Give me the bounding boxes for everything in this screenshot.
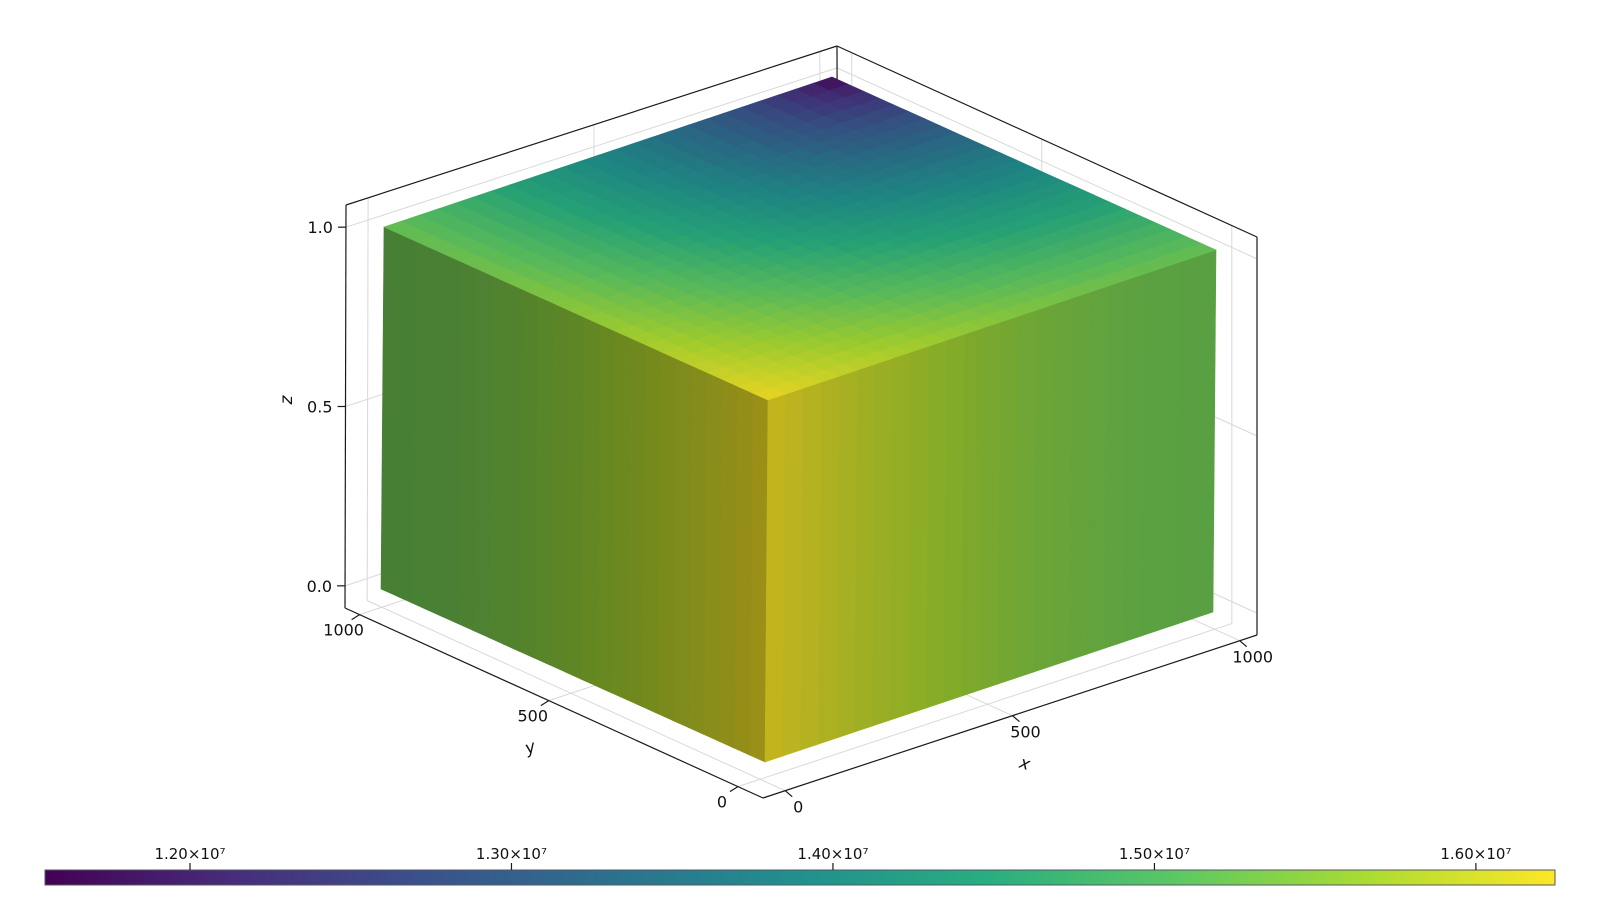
y-tick-label: 0 — [717, 793, 727, 812]
cube-right-face-strip — [944, 334, 965, 702]
colorbar-tick-label: 1.40×10⁷ — [797, 845, 868, 863]
cube-right-face-strip — [1052, 298, 1073, 666]
cube-right-face-strip — [980, 322, 1001, 690]
x-tick-label: 0 — [793, 798, 803, 817]
x-tick-mark — [785, 791, 792, 797]
z-tick-label: 0.5 — [307, 398, 332, 417]
y-tick-label: 1000 — [323, 621, 364, 640]
y-tick-label: 500 — [518, 707, 549, 726]
colorbar-gradient — [45, 870, 1555, 885]
cube-right-face-strip — [1123, 274, 1144, 642]
cube-right-face-strip — [765, 394, 786, 762]
cube-right-face-strip — [998, 316, 1019, 684]
z-tick-label: 1.0 — [307, 218, 332, 237]
cube-right-face-strip — [962, 328, 983, 696]
cube-right-face-strip — [926, 340, 947, 708]
cube-right-face-strip — [1016, 310, 1037, 678]
cube-right-face-strip — [819, 376, 840, 744]
cube-right-face-strip — [1141, 268, 1162, 636]
cube-right-face-strip — [908, 346, 929, 714]
colorbar-tick-label: 1.20×10⁷ — [154, 845, 225, 863]
cube-right-face-strip — [1195, 250, 1216, 618]
x-tick-label: 1000 — [1232, 648, 1273, 667]
colorbar-tick-label: 1.30×10⁷ — [476, 845, 547, 863]
x-axis-label: x — [1016, 753, 1033, 776]
cube-right-face-strip — [855, 364, 876, 732]
z-tick-label: 0.0 — [307, 577, 332, 596]
z-axis-label: z — [277, 394, 297, 405]
cube-right-face-strip — [801, 382, 822, 750]
cube-right-face-strip — [890, 352, 911, 720]
colorbar: 1.20×10⁷ 1.30×10⁷ 1.40×10⁷ 1.50×10⁷ 1.60×10⁷ — [45, 845, 1555, 885]
cube-right-face-strip — [1106, 280, 1127, 648]
y-axis-label: y — [521, 737, 539, 760]
cube-right-face-strip — [1159, 262, 1180, 630]
y-tick-mark — [352, 615, 360, 620]
cube-right-face-strip — [837, 370, 858, 738]
x-tick-mark — [1240, 641, 1247, 647]
cube-left-face-strip — [381, 227, 399, 596]
cube-right-face-strip — [1177, 256, 1198, 624]
cube-right-face-strip — [873, 358, 894, 726]
x-tick-label: 500 — [1010, 723, 1041, 742]
cube-right-face-strip — [1088, 286, 1109, 654]
y-tick-mark — [730, 787, 738, 792]
cube-right-face-strip — [783, 388, 804, 756]
surface-cube — [381, 77, 1216, 762]
y-tick-mark — [541, 701, 549, 706]
x-tick-mark — [1012, 716, 1019, 722]
cube-right-face-strip — [1034, 304, 1055, 672]
colorbar-tick-label: 1.60×10⁷ — [1440, 845, 1511, 863]
cube-right-face-strip — [1070, 292, 1091, 660]
colorbar-tick-label: 1.50×10⁷ — [1119, 845, 1190, 863]
